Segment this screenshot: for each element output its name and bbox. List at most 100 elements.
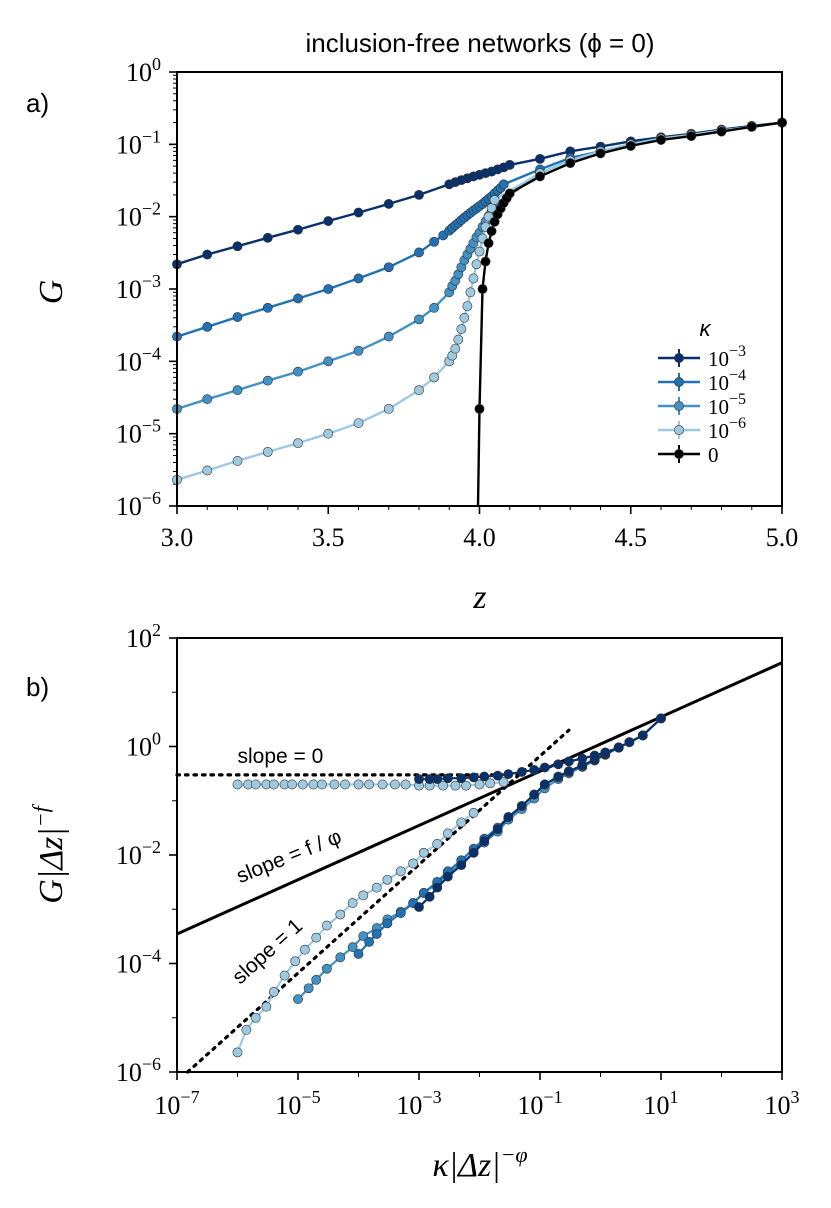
data-point	[637, 730, 648, 741]
data-point	[262, 232, 273, 243]
data-point	[262, 375, 273, 386]
data-point	[479, 836, 490, 847]
panel-b-series	[232, 713, 666, 1058]
data-point	[202, 249, 213, 260]
data-point	[529, 789, 540, 800]
data-point	[323, 356, 334, 367]
data-point	[746, 121, 757, 132]
data-point	[250, 1012, 261, 1023]
data-point	[492, 824, 503, 835]
data-point	[383, 262, 394, 273]
data-point	[450, 343, 461, 354]
data-point	[485, 778, 496, 789]
x-tick-label: 5.0	[766, 523, 799, 552]
legend-marker	[674, 401, 684, 411]
data-point	[269, 986, 279, 997]
series-line-1e-3	[418, 717, 662, 908]
reference-line-slope-f-phi	[176, 661, 783, 936]
x-tick-label: 4.0	[463, 523, 496, 552]
legend-label: 10−4	[708, 367, 746, 395]
data-point	[293, 224, 303, 235]
data-point	[600, 747, 611, 758]
data-point	[335, 952, 346, 963]
data-point	[656, 713, 666, 724]
data-point	[353, 207, 364, 218]
data-point	[461, 780, 471, 791]
data-point	[293, 293, 303, 304]
legend-label: 10−3	[708, 343, 746, 371]
data-point	[347, 898, 358, 908]
data-point	[279, 970, 290, 981]
data-point	[459, 312, 470, 323]
data-point	[424, 891, 435, 902]
data-point	[408, 858, 419, 869]
data-point	[299, 944, 310, 955]
data-point	[595, 148, 606, 159]
data-point	[432, 839, 443, 849]
data-point	[716, 126, 727, 137]
data-point	[232, 312, 243, 322]
x-tick-label: 10−7	[154, 1087, 199, 1120]
y-tick-label: 10−1	[116, 126, 161, 159]
data-point	[477, 284, 488, 294]
data-point	[323, 216, 334, 226]
data-point	[347, 942, 358, 953]
data-point	[414, 774, 424, 785]
data-point	[390, 779, 400, 790]
legend-title: κ	[700, 316, 712, 341]
data-point	[202, 394, 213, 405]
data-point	[453, 334, 464, 345]
data-point	[432, 774, 443, 785]
data-point	[358, 931, 369, 941]
data-point	[456, 817, 467, 828]
y-tick-label: 10−2	[116, 199, 161, 232]
data-point	[311, 932, 322, 943]
y-tick-label: 102	[126, 620, 161, 653]
slope-annotation: slope = f / φ	[233, 825, 345, 888]
data-point	[418, 847, 429, 858]
data-point	[456, 324, 467, 334]
data-point	[442, 773, 453, 784]
y-tick-label: 10−2	[116, 837, 161, 870]
x-tick-label: 10−3	[396, 1087, 441, 1120]
data-point	[371, 929, 382, 939]
panel-b-ylabel: G|Δz|−f	[28, 803, 70, 903]
data-point	[232, 1047, 243, 1058]
data-point	[308, 779, 319, 790]
panel-b-ticks: 10−7 10−5 10−3 10−1 101 103 10−6 10−4 10−2 100 102	[116, 620, 800, 1120]
data-point	[364, 937, 375, 947]
data-point	[395, 866, 406, 877]
data-point	[340, 779, 350, 790]
data-point	[329, 779, 340, 790]
data-point	[438, 780, 448, 791]
data-point	[486, 226, 497, 237]
data-point	[686, 131, 697, 141]
data-point	[262, 446, 273, 457]
legend-marker	[674, 377, 684, 387]
data-point	[624, 737, 635, 748]
y-tick-label: 10−4	[116, 946, 161, 979]
panel-a-ticks: 3.0 3.5 4.0 4.5 5.010−610−510−410−310−210−11…	[116, 54, 798, 552]
data-point	[303, 983, 314, 994]
y-tick-label: 10−4	[116, 343, 161, 376]
panel-a-title: inclusion-free networks (ϕ = 0)	[305, 28, 654, 58]
legend-label: 10−5	[708, 391, 746, 419]
slope-annotation: slope = 0	[238, 745, 324, 768]
data-point	[241, 1024, 252, 1035]
data-point	[383, 199, 394, 209]
panel-a-frame	[176, 71, 783, 507]
data-point	[262, 302, 273, 313]
data-point	[539, 779, 550, 790]
data-point	[498, 179, 509, 190]
data-point	[414, 247, 424, 258]
data-point	[613, 742, 624, 753]
data-point	[232, 385, 243, 396]
x-tick-label: 10−1	[517, 1087, 562, 1120]
data-point	[429, 302, 440, 313]
data-point	[335, 909, 346, 920]
data-point	[353, 273, 364, 284]
data-point	[414, 189, 424, 200]
data-point	[395, 908, 406, 918]
data-point	[504, 188, 515, 199]
data-point	[290, 956, 301, 967]
